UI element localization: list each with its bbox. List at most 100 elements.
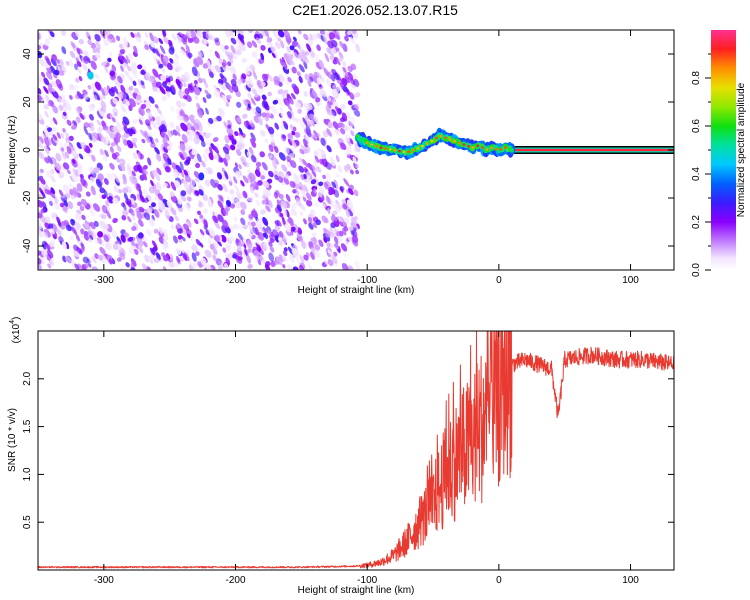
- noise-speckle: [352, 235, 359, 244]
- noise-speckle: [212, 137, 219, 143]
- noise-speckle: [164, 166, 171, 173]
- noise-speckle: [138, 107, 145, 116]
- noise-speckle: [114, 78, 121, 88]
- snr-multiplier: (x104): [9, 317, 22, 344]
- noise-speckle: [162, 58, 168, 67]
- noise-speckle: [356, 44, 360, 50]
- noise-speckle: [76, 183, 83, 192]
- noise-speckle: [146, 137, 151, 144]
- noise-speckle: [197, 181, 202, 187]
- noise-speckle: [222, 146, 230, 155]
- noise-speckle: [49, 117, 54, 125]
- noise-speckle: [192, 36, 200, 44]
- noise-speckle: [195, 251, 200, 256]
- noise-speckle: [230, 45, 236, 55]
- noise-speckle: [212, 215, 219, 223]
- noise-speckle: [103, 178, 109, 185]
- noise-speckle: [122, 179, 128, 185]
- noise-speckle: [268, 126, 275, 135]
- spectrogram-y-tick-label: 40: [22, 48, 33, 60]
- noise-speckle: [191, 66, 198, 77]
- noise-speckle: [46, 145, 51, 151]
- noise-speckle: [151, 202, 156, 208]
- noise-speckle: [348, 120, 353, 128]
- noise-speckle: [334, 56, 341, 66]
- noise-speckle: [66, 119, 72, 126]
- signal-peak: [375, 144, 378, 148]
- noise-speckle: [67, 169, 71, 175]
- noise-speckle: [268, 252, 275, 262]
- noise-speckle: [208, 228, 216, 236]
- noise-speckle: [108, 195, 114, 204]
- noise-speckle: [335, 106, 340, 113]
- noise-speckle: [56, 216, 61, 225]
- noise-speckle: [137, 64, 143, 70]
- noise-speckle: [123, 62, 129, 68]
- noise-speckle: [331, 255, 338, 265]
- noise-speckle: [117, 75, 123, 84]
- noise-speckle: [194, 177, 200, 183]
- noise-speckle: [323, 237, 328, 243]
- snr-x-tick-label: 0: [496, 575, 502, 586]
- spectrogram-hotspot: [198, 172, 205, 181]
- noise-speckle: [333, 179, 339, 190]
- noise-speckle: [277, 30, 285, 38]
- noise-speckle: [314, 244, 321, 251]
- noise-speckle: [184, 174, 191, 183]
- noise-speckle: [232, 73, 237, 81]
- noise-speckle: [184, 159, 190, 166]
- noise-speckle: [38, 151, 45, 160]
- noise-speckle: [161, 124, 167, 133]
- noise-speckle: [142, 188, 149, 198]
- noise-speckle: [82, 64, 88, 71]
- noise-speckle: [257, 116, 263, 126]
- noise-speckle: [175, 164, 182, 174]
- chart-title: C2E1.2026.052.13.07.R15: [292, 2, 458, 18]
- noise-speckle: [147, 255, 152, 263]
- noise-speckle: [265, 261, 271, 267]
- noise-speckle: [140, 80, 145, 86]
- snr-y-tick-label: 2.0: [22, 371, 33, 385]
- noise-speckle: [299, 120, 306, 130]
- noise-speckle: [278, 171, 285, 178]
- noise-speckle: [90, 43, 97, 49]
- noise-speckle: [47, 155, 53, 165]
- noise-speckle: [169, 121, 175, 129]
- noise-speckle: [353, 109, 361, 117]
- noise-speckle: [214, 235, 221, 242]
- snr-y-axis: 0.5 1.0 1.5 2.0: [22, 371, 674, 529]
- noise-speckle: [303, 166, 308, 173]
- noise-speckle: [222, 219, 229, 229]
- noise-speckle: [61, 46, 67, 55]
- noise-speckle: [186, 30, 192, 38]
- noise-speckle: [347, 144, 352, 153]
- noise-speckle: [49, 259, 55, 267]
- noise-speckle: [109, 258, 113, 265]
- noise-speckle: [40, 177, 46, 185]
- noise-speckle: [332, 210, 338, 216]
- noise-speckle: [131, 62, 137, 68]
- noise-speckle: [324, 259, 329, 266]
- noise-speckle: [83, 94, 89, 100]
- noise-speckle: [318, 239, 324, 248]
- noise-speckle: [69, 235, 74, 241]
- noise-speckle: [172, 59, 179, 67]
- noise-speckle: [349, 169, 354, 175]
- spectrogram-x-tick-label: -200: [226, 275, 246, 286]
- noise-speckle: [342, 66, 347, 73]
- noise-speckle: [61, 30, 67, 36]
- noise-speckle: [247, 248, 252, 253]
- noise-speckle: [336, 34, 340, 40]
- noise-speckle: [100, 100, 107, 109]
- noise-speckle: [118, 188, 122, 194]
- noise-speckle: [351, 216, 357, 226]
- noise-speckle: [139, 194, 145, 203]
- noise-speckle: [173, 171, 178, 179]
- noise-speckle: [159, 147, 165, 156]
- noise-speckle: [150, 40, 155, 48]
- noise-speckle: [346, 163, 351, 171]
- noise-speckle: [193, 86, 201, 96]
- noise-speckle: [223, 157, 228, 167]
- noise-speckle: [261, 94, 267, 101]
